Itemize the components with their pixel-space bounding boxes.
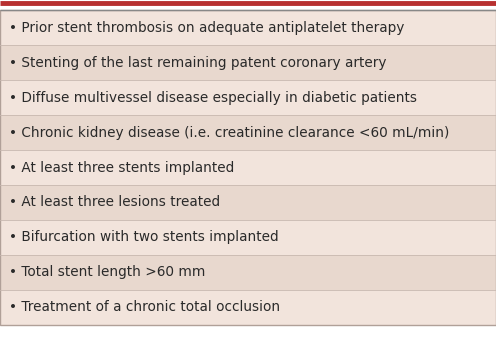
- Text: • Treatment of a chronic total occlusion: • Treatment of a chronic total occlusion: [9, 300, 280, 314]
- Bar: [0, 220, 496, 255]
- Text: • Stenting of the last remaining patent coronary artery: • Stenting of the last remaining patent …: [9, 56, 386, 70]
- Bar: [0, 290, 496, 325]
- Text: • Prior stent thrombosis on adequate antiplatelet therapy: • Prior stent thrombosis on adequate ant…: [9, 21, 404, 35]
- Bar: [0, 80, 496, 115]
- Bar: [0, 115, 496, 150]
- Bar: [0, 255, 496, 290]
- Bar: [0, 10, 496, 45]
- Text: • Bifurcation with two stents implanted: • Bifurcation with two stents implanted: [9, 230, 279, 244]
- Text: • At least three stents implanted: • At least three stents implanted: [9, 161, 234, 174]
- Text: • At least three lesions treated: • At least three lesions treated: [9, 195, 220, 209]
- Text: • Diffuse multivessel disease especially in diabetic patients: • Diffuse multivessel disease especially…: [9, 91, 417, 105]
- Bar: [0, 45, 496, 80]
- Text: • Total stent length >60 mm: • Total stent length >60 mm: [9, 265, 205, 279]
- Bar: [0, 185, 496, 220]
- Bar: [0, 10, 496, 325]
- Text: • Chronic kidney disease (i.e. creatinine clearance <60 mL/min): • Chronic kidney disease (i.e. creatinin…: [9, 126, 449, 140]
- Bar: [0, 150, 496, 185]
